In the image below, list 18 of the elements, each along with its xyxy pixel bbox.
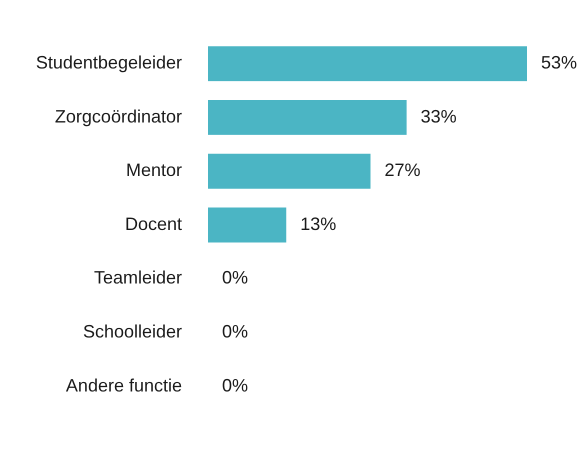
data-label: 53%	[541, 52, 578, 73]
bar	[208, 208, 286, 242]
data-label: 33%	[420, 106, 457, 126]
y-tick-label: Schoolleider	[82, 322, 182, 342]
bar	[208, 100, 407, 135]
data-label: 27%	[384, 160, 421, 180]
y-tick-label: Mentor	[126, 160, 182, 180]
data-label: 0%	[222, 268, 248, 288]
bar	[208, 154, 371, 189]
y-tick-label: Studentbegeleider	[36, 52, 182, 73]
bar	[208, 46, 527, 82]
y-tick-label: Zorgcoördinator	[54, 106, 182, 126]
data-label: 0%	[222, 322, 248, 342]
data-label: 0%	[222, 375, 248, 396]
data-label: 13%	[300, 214, 336, 234]
y-tick-label: Teamleider	[94, 268, 182, 288]
y-tick-label: Andere functie	[66, 375, 182, 396]
y-tick-label: Docent	[124, 214, 182, 234]
